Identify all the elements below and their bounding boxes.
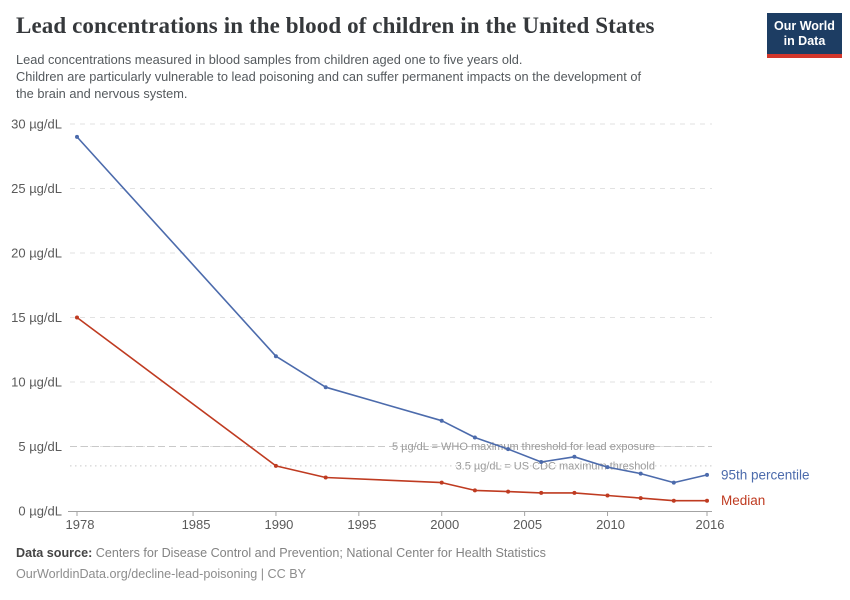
x-tick-label-2010: 2010 xyxy=(596,517,625,532)
owid-url-link[interactable]: OurWorldinData.org/decline-lead-poisonin… xyxy=(16,567,307,581)
x-tick-label-1990: 1990 xyxy=(264,517,293,532)
series-label-median: Median xyxy=(721,493,765,508)
series-line-median[interactable] xyxy=(76,316,707,502)
data-point-95th-percentile-1978[interactable] xyxy=(75,134,79,139)
y-tick-label-30: 30 µg/dL xyxy=(11,117,62,132)
data-source-label: Data source: xyxy=(16,546,93,560)
y-tick-label-10: 10 µg/dL xyxy=(11,375,62,390)
data-source-line: Data source: Centers for Disease Control… xyxy=(16,543,546,564)
data-point-95th-percentile-2002[interactable] xyxy=(472,435,477,440)
data-point-median-2000[interactable] xyxy=(439,480,444,485)
data-point-median-2016[interactable] xyxy=(705,498,709,503)
x-tick-label-1978: 1978 xyxy=(66,517,95,532)
y-tick-label-20: 20 µg/dL xyxy=(11,246,62,261)
data-point-95th-percentile-1993[interactable] xyxy=(323,385,328,390)
data-point-median-2010[interactable] xyxy=(605,493,610,498)
owid-logo-line2: in Data xyxy=(783,34,826,48)
x-tick-label-1985: 1985 xyxy=(182,517,211,532)
chart-subtitle-line: the brain and nervous system. xyxy=(16,86,188,101)
owid-logo[interactable]: Our World in Data xyxy=(767,13,842,58)
series-label-95th-percentile: 95th percentile xyxy=(721,467,810,482)
data-point-95th-percentile-2016[interactable] xyxy=(705,472,709,477)
chart-subtitle: Lead concentrations measured in blood sa… xyxy=(16,51,641,102)
data-point-95th-percentile-2000[interactable] xyxy=(439,418,444,423)
data-point-median-2002[interactable] xyxy=(472,488,477,493)
data-point-95th-percentile-2004[interactable] xyxy=(506,447,511,452)
y-tick-label-25: 25 µg/dL xyxy=(11,181,62,196)
data-point-95th-percentile-2014[interactable] xyxy=(671,480,676,485)
data-point-95th-percentile-2006[interactable] xyxy=(539,460,544,464)
data-point-median-1978[interactable] xyxy=(75,315,79,320)
threshold-label-3.5: 3.5 µg/dL = US CDC maximum threshold xyxy=(456,460,655,472)
data-point-95th-percentile-2010[interactable] xyxy=(605,465,610,470)
x-tick-label-2016: 2016 xyxy=(696,517,725,532)
owid-logo-line1: Our World xyxy=(774,19,835,33)
chart-subtitle-line: Children are particularly vulnerable to … xyxy=(16,69,642,84)
data-point-median-1993[interactable] xyxy=(323,475,328,480)
x-tick-label-2000: 2000 xyxy=(430,517,459,532)
data-point-95th-percentile-1990[interactable] xyxy=(273,354,278,359)
data-point-95th-percentile-2008[interactable] xyxy=(572,454,577,459)
data-point-median-2004[interactable] xyxy=(506,489,511,494)
data-point-median-2012[interactable] xyxy=(638,496,643,501)
series-line-95th-percentile[interactable] xyxy=(76,136,708,484)
data-point-median-2008[interactable] xyxy=(572,490,577,495)
data-point-95th-percentile-2012[interactable] xyxy=(638,471,643,476)
data-point-median-2014[interactable] xyxy=(671,498,676,503)
y-tick-label-0: 0 µg/dL xyxy=(18,504,62,519)
chart-footer: Data source: Centers for Disease Control… xyxy=(16,543,546,585)
x-tick-label-2005: 2005 xyxy=(513,517,542,532)
data-point-median-1990[interactable] xyxy=(273,463,278,468)
data-point-median-2006[interactable] xyxy=(539,490,544,495)
y-tick-label-5: 5 µg/dL xyxy=(18,439,62,454)
chart-title: Lead concentrations in the blood of chil… xyxy=(16,13,655,38)
x-tick-label-1995: 1995 xyxy=(347,517,376,532)
threshold-label-5: 5 µg/dL = WHO maximum threshold for lead… xyxy=(392,441,655,453)
data-source-text: Centers for Disease Control and Preventi… xyxy=(92,546,546,560)
y-tick-label-15: 15 µg/dL xyxy=(11,310,62,325)
chart-subtitle-line: Lead concentrations measured in blood sa… xyxy=(16,52,523,67)
